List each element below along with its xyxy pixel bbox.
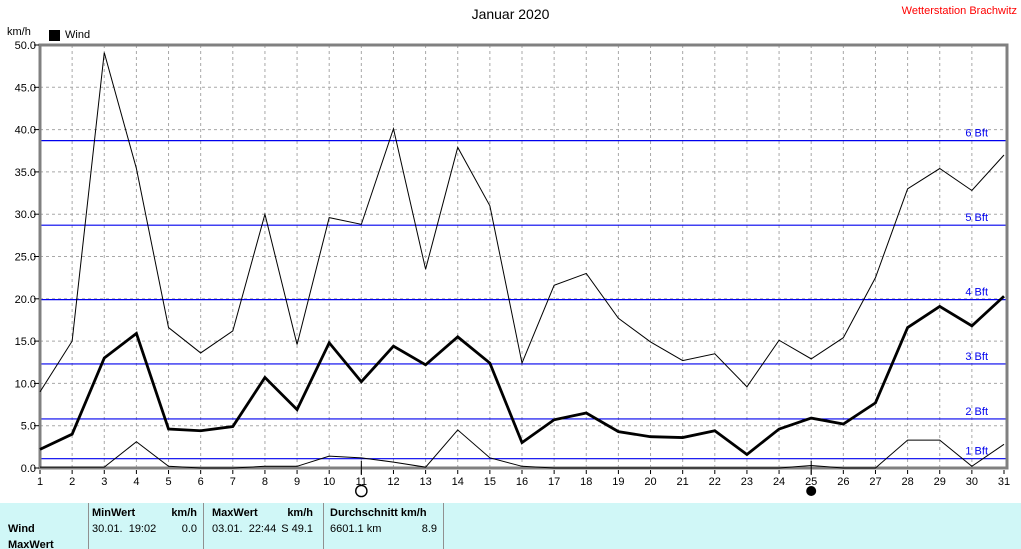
y-axis-tick-label: 35.0 [15,167,36,179]
x-axis-day-label: 12 [387,476,399,488]
x-axis-day-label: 29 [934,476,946,488]
y-axis-tick-label: 25.0 [15,252,36,264]
minwert-kmh: 0.0 [181,523,197,535]
row-label-wind: Wind [8,523,35,535]
x-axis-day-label: 23 [741,476,753,488]
wind-series-swatch-icon [49,29,60,41]
table-divider [443,503,444,549]
y-axis-unit-label: km/h [7,26,31,38]
plot-frame [38,43,1009,470]
x-axis-day-label: 21 [677,476,689,488]
wind-min-line [40,429,1005,469]
y-axis-tick-label: 45.0 [15,82,36,94]
chart-title: Januar 2020 [471,6,550,22]
y-axis-tick-label: 50.0 [15,40,36,52]
x-axis-day-label: 1 [37,476,43,488]
y-axis-tick-label: 15.0 [15,336,36,348]
x-axis-day-label: 7 [230,476,236,488]
x-axis-day-label: 15 [484,476,496,488]
x-axis-day-label: 26 [837,476,849,488]
x-axis-day-label: 6 [198,476,204,488]
x-axis-day-label: 18 [580,476,592,488]
wind-avg-line [39,295,1005,457]
y-axis-tick-label: 40.0 [15,125,36,137]
table-divider [88,503,89,549]
maxwert-header-label: MaxWert [212,507,258,519]
x-axis-day-label: 5 [165,476,171,488]
beaufort-label: 4 Bft [965,287,988,299]
durchschnitt-kmh: 8.9 [421,523,437,535]
x-axis-day-label: 9 [294,476,300,488]
durchschnitt-value: 6601.1 km 8.9 [330,522,437,536]
x-axis-day-label: 27 [869,476,881,488]
windstrecke-km: 6601.1 km [330,523,382,535]
x-axis-day-label: 19 [612,476,624,488]
maxwert-kmh: S 49.1 [281,523,313,535]
table-divider [203,503,204,549]
x-axis-day-label: 24 [773,476,785,488]
x-axis-day-label: 30 [966,476,978,488]
maxwert-header-unit: km/h [287,507,313,519]
x-axis-day-label: 25 [805,476,817,488]
minwert-header-unit: km/h [171,507,197,519]
x-axis-day-label: 10 [323,476,335,488]
y-axis-tick-label: 0.0 [21,463,36,475]
x-axis-day-label: 2 [69,476,75,488]
x-axis-day-label: 8 [262,476,268,488]
durchschnitt-header: Durchschnitt km/h [330,506,437,520]
minwert-datetime: 30.01. 19:02 [92,523,157,535]
y-axis-tick-label: 5.0 [21,421,36,433]
wind-max-line [39,52,1005,393]
maxwert-datetime: 03.01. 22:44 [212,523,277,535]
y-axis-tick-label: 20.0 [15,294,36,306]
x-axis-day-label: 14 [452,476,464,488]
y-axis-tick-label: 30.0 [15,209,36,221]
legend-label: Wind [65,29,91,41]
maxwert-value: 03.01. 22:44 S 49.1 [212,522,313,536]
summary-table: MinWert km/h MaxWert km/h Durchschnitt k… [0,503,1021,549]
legend: Wind [49,29,90,41]
beaufort-label: 2 Bft [965,406,988,418]
x-axis-day-label: 28 [901,476,913,488]
x-axis-day-label: 16 [516,476,528,488]
full-moon-icon [355,484,368,498]
durchschnitt-header-label: Durchschnitt km/h [330,507,427,519]
x-axis-day-label: 17 [548,476,560,488]
minwert-header: MinWert km/h [92,506,197,520]
new-moon-icon [806,486,817,496]
station-name: Wetterstation Brachwitz [901,5,1017,17]
x-axis-day-label: 20 [644,476,656,488]
y-axis-tick-label: 10.0 [15,378,36,390]
minwert-header-label: MinWert [92,507,136,519]
x-axis-day-label: 31 [998,476,1010,488]
beaufort-label: 6 Bft [965,128,988,140]
x-axis-day-label: 11 [356,476,367,488]
x-axis-day-label: 22 [709,476,721,488]
row-label-maxwert: MaxWert [8,539,54,549]
minwert-value: 30.01. 19:02 0.0 [92,522,197,536]
beaufort-label: 5 Bft [965,212,988,224]
x-axis-day-label: 13 [419,476,431,488]
maxwert-header: MaxWert km/h [212,506,313,520]
beaufort-label: 1 Bft [965,446,988,458]
x-axis-day-label: 3 [101,476,107,488]
table-divider [323,503,324,549]
beaufort-label: 3 Bft [965,351,988,363]
x-axis-day-label: 4 [133,476,139,488]
